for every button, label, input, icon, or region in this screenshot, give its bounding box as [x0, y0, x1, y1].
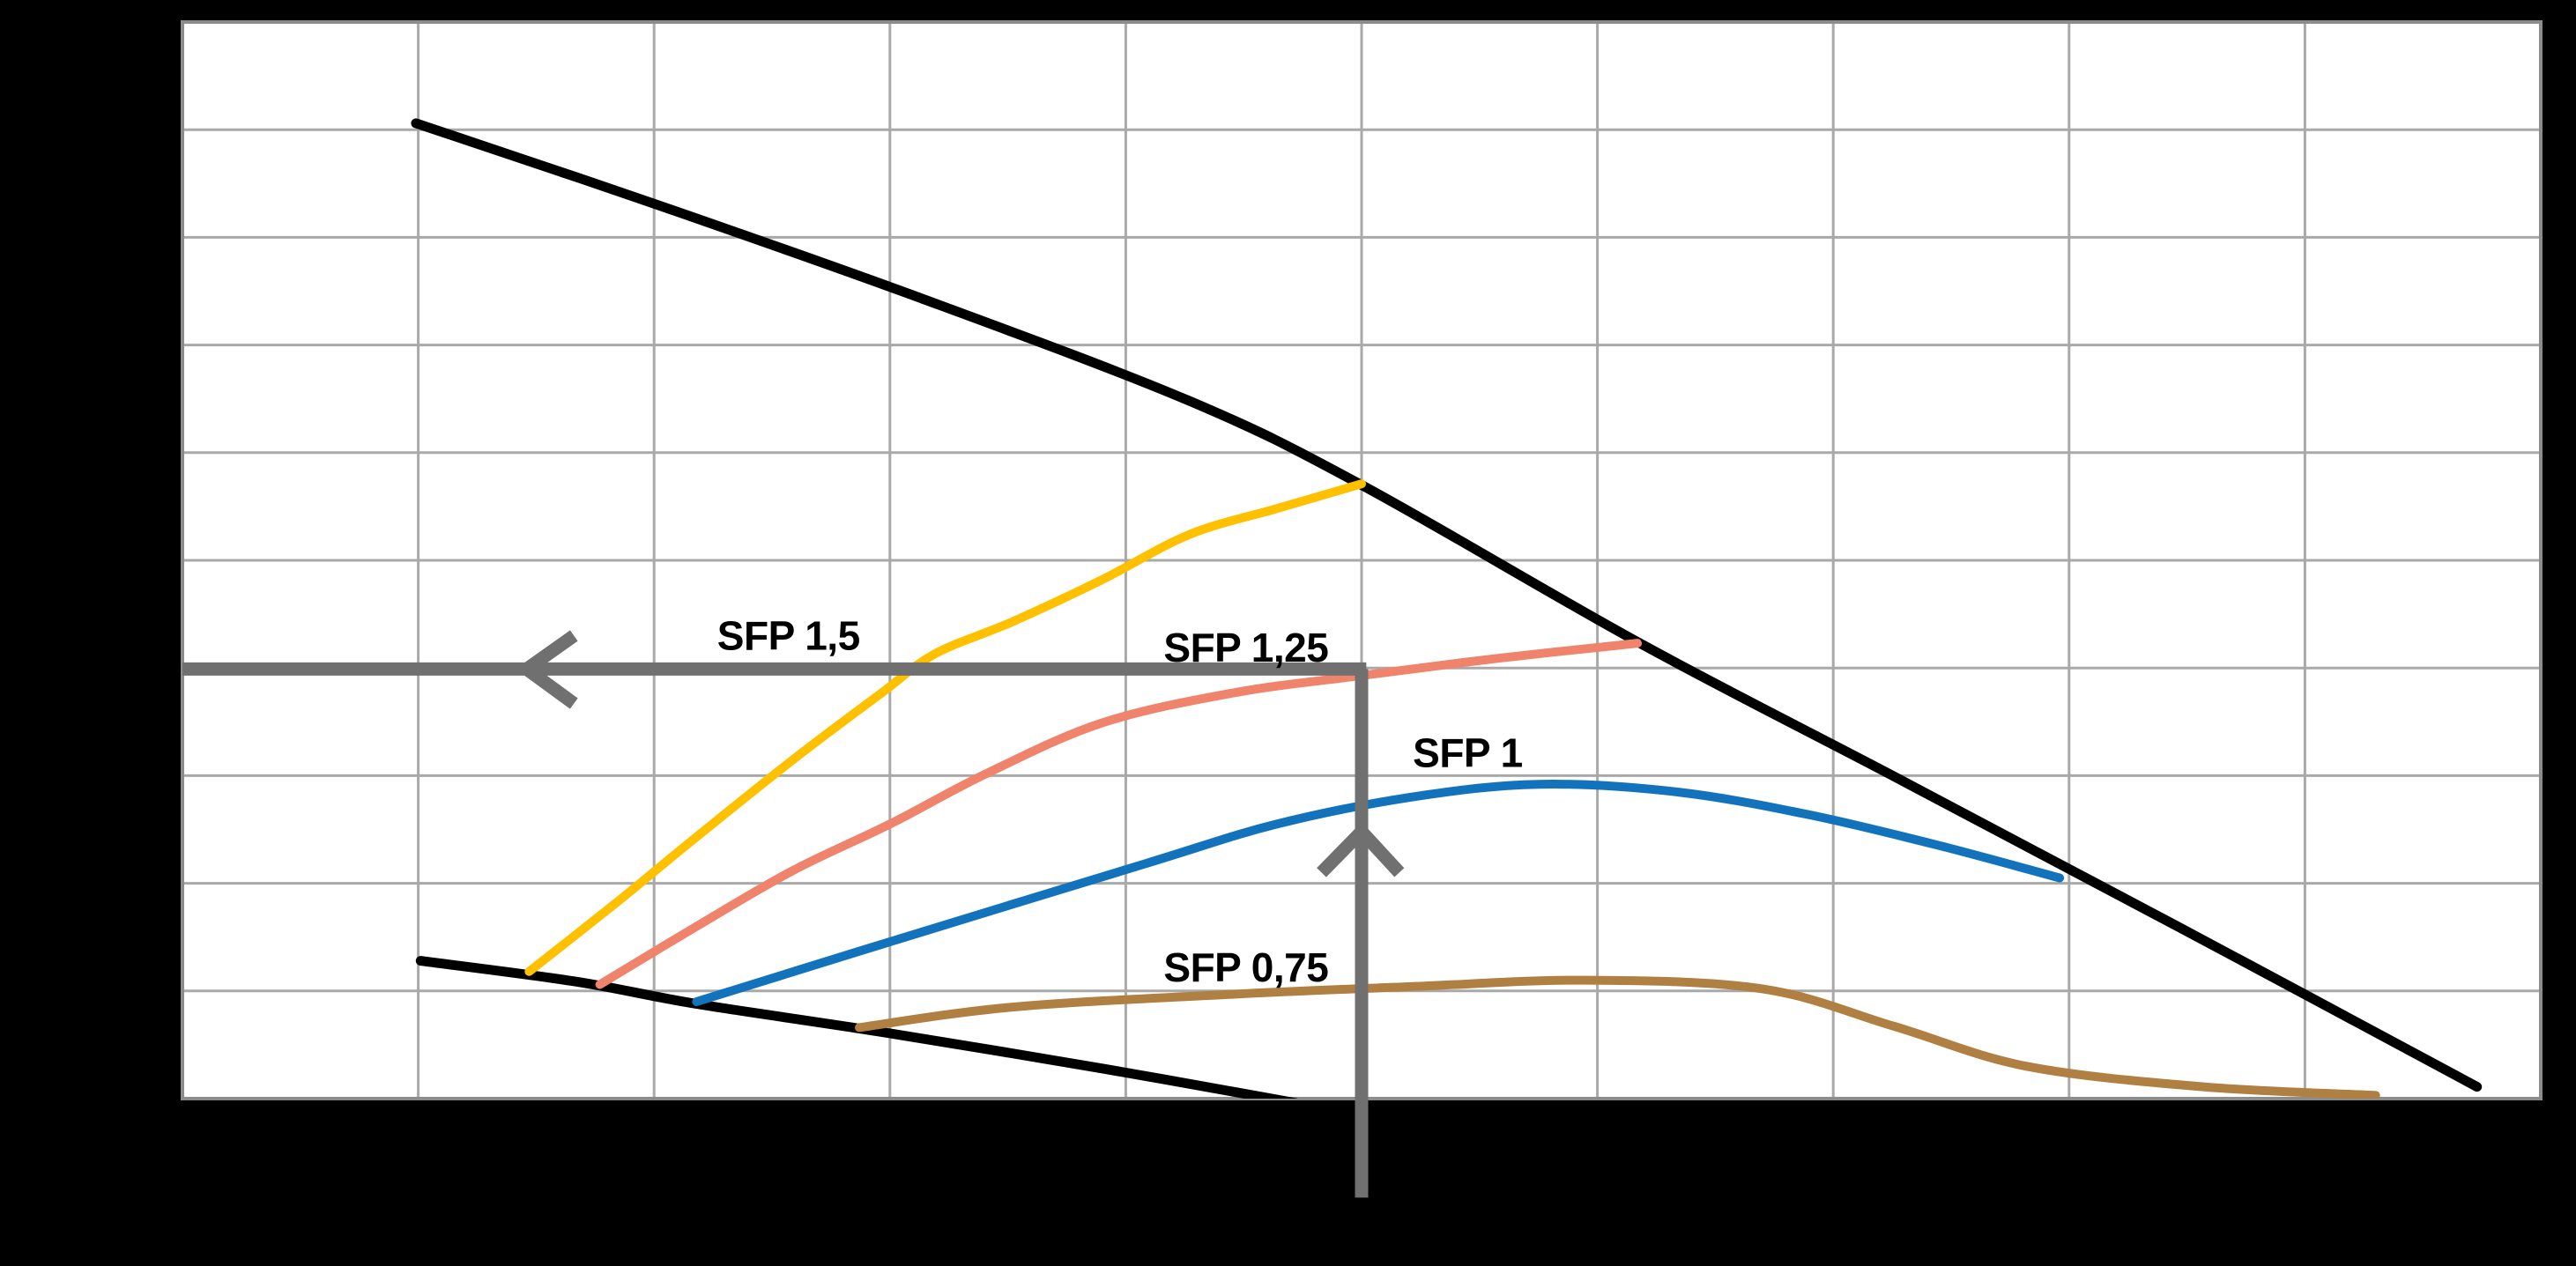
curve-label-sfp-1-25: SFP 1,25 [1163, 625, 1328, 670]
curve-sfp-1 [692, 780, 2065, 1007]
curve-sfp-1-25 [595, 639, 1643, 989]
curve-sfp-0-75 [855, 975, 2380, 1099]
curve-sfp-1-5 [524, 479, 1366, 976]
curve-envelope-lower [415, 956, 1298, 1099]
up-arrowhead-icon [1317, 822, 1405, 877]
curve-label-sfp-1-5: SFP 1,5 [717, 613, 860, 659]
left-arrowhead-icon [515, 630, 578, 709]
curve-label-sfp-1: SFP 1 [1413, 730, 1523, 776]
curve-envelope-upper [411, 118, 2483, 1092]
curve-label-sfp-0-75: SFP 0,75 [1163, 944, 1328, 990]
